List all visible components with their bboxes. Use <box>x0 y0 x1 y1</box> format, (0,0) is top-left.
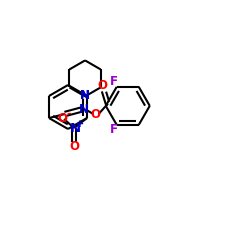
Text: N: N <box>79 103 89 116</box>
Text: O: O <box>90 108 101 121</box>
Text: O: O <box>98 79 108 92</box>
Text: -: - <box>67 109 71 119</box>
Text: +: + <box>76 119 84 129</box>
Text: F: F <box>110 124 118 136</box>
Text: N: N <box>70 122 80 134</box>
Text: O: O <box>69 140 79 153</box>
Text: F: F <box>110 75 118 88</box>
Text: N: N <box>80 89 90 102</box>
Text: N: N <box>80 89 90 102</box>
Text: O: O <box>57 112 67 124</box>
